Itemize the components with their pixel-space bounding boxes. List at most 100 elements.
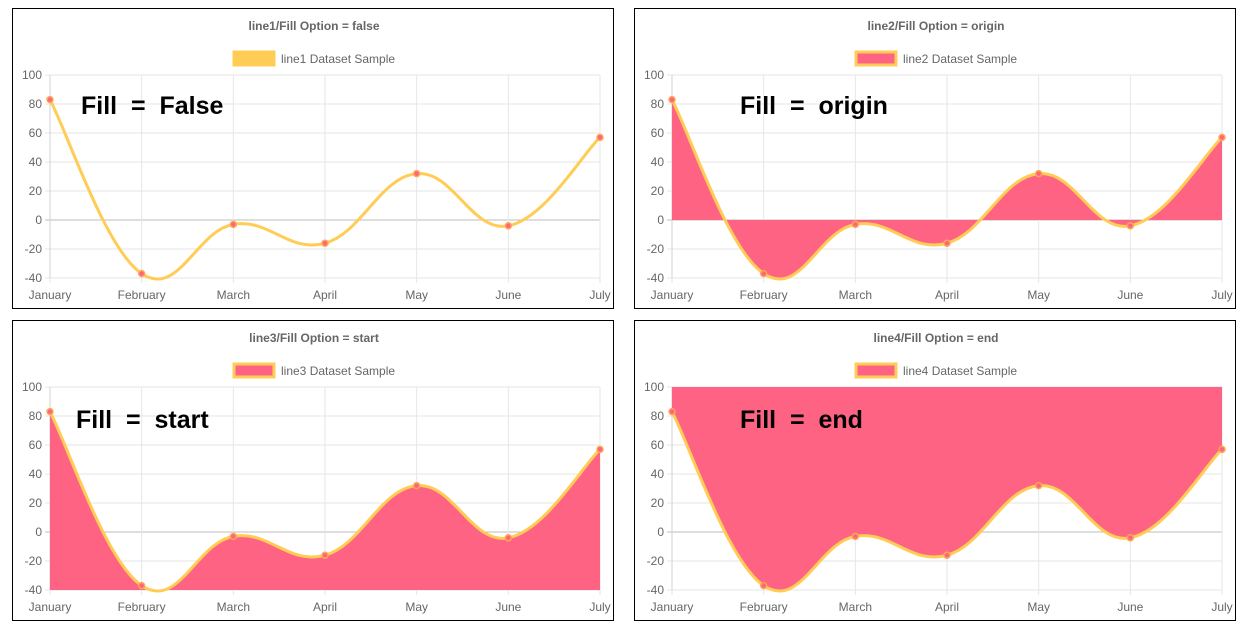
- data-point-march: [229, 220, 238, 229]
- y-tick-label: 40: [29, 467, 43, 481]
- y-tick-label: 0: [657, 525, 664, 539]
- chart-panel-line4: line4/Fill Option = end line4 Dataset Sam…: [634, 320, 1236, 621]
- chart-line2: line2/Fill Option = origin line2 Dataset …: [644, 19, 1233, 302]
- data-point-july: [1218, 133, 1226, 142]
- y-tick-label: 20: [29, 496, 43, 510]
- x-tick-label: February: [118, 600, 166, 614]
- data-point-april: [321, 239, 329, 247]
- x-tick-label: April: [313, 288, 337, 302]
- chart-line3: line3/Fill Option = start line3 Dataset S…: [22, 331, 611, 614]
- y-tick-label: 60: [651, 126, 665, 140]
- legend-label: line3 Dataset Sample: [281, 364, 395, 378]
- data-point-april: [943, 551, 951, 559]
- legend-swatch: [232, 50, 276, 67]
- data-point-february: [759, 269, 768, 278]
- data-point-june: [1126, 534, 1135, 542]
- data-point-march: [229, 532, 238, 541]
- legend-swatch: [854, 50, 898, 67]
- data-point-may: [1034, 169, 1043, 178]
- x-tick-label: July: [589, 600, 610, 614]
- x-tick-label: April: [935, 600, 959, 614]
- y-tick-label: -40: [647, 271, 665, 285]
- x-tick-label: April: [313, 600, 337, 614]
- data-point-july: [596, 445, 604, 454]
- fill-annotation: Fill = False: [81, 92, 224, 120]
- y-tick-label: 40: [29, 155, 43, 169]
- data-point-february: [137, 581, 146, 590]
- data-point-march: [851, 220, 860, 229]
- x-tick-label: April: [935, 288, 959, 302]
- x-tick-label: March: [217, 288, 250, 302]
- x-tick-label: June: [1117, 288, 1143, 302]
- y-tick-label: 60: [651, 438, 665, 452]
- y-tick-label: 80: [651, 97, 665, 111]
- data-point-july: [596, 133, 604, 142]
- data-point-june: [504, 222, 513, 230]
- x-tick-label: July: [1211, 600, 1232, 614]
- x-tick-label: March: [839, 288, 872, 302]
- y-tick-label: 100: [22, 380, 42, 394]
- data-point-january: [46, 407, 54, 416]
- data-point-april: [321, 551, 329, 559]
- chart-panel-line1: line1/Fill Option = false line1 Dataset S…: [12, 8, 614, 309]
- y-tick-label: 80: [651, 409, 665, 423]
- y-tick-label: 20: [29, 184, 43, 198]
- y-tick-label: -20: [647, 554, 665, 568]
- x-tick-label: February: [118, 288, 166, 302]
- series-fill-area: [50, 411, 600, 592]
- x-tick-label: January: [29, 288, 72, 302]
- x-tick-label: January: [651, 288, 694, 302]
- legend-label: line1 Dataset Sample: [281, 52, 395, 66]
- fill-annotation: Fill = end: [740, 406, 863, 434]
- chart-title: line4/Fill Option = end: [873, 331, 998, 345]
- y-tick-label: 60: [29, 438, 43, 452]
- data-point-february: [137, 269, 146, 278]
- y-tick-label: 0: [35, 213, 42, 227]
- fill-annotation: Fill = start: [76, 406, 209, 434]
- chart-panel-line2: line2/Fill Option = origin line2 Dataset …: [634, 8, 1236, 309]
- y-tick-label: 100: [644, 380, 664, 394]
- legend-label: line2 Dataset Sample: [903, 52, 1017, 66]
- data-point-june: [1126, 222, 1135, 230]
- y-tick-label: 80: [29, 97, 43, 111]
- x-tick-label: June: [495, 600, 521, 614]
- chart-panel-line3: line3/Fill Option = start line3 Dataset S…: [12, 320, 614, 621]
- x-tick-label: January: [651, 600, 694, 614]
- x-tick-label: March: [839, 600, 872, 614]
- y-tick-label: -20: [647, 242, 665, 256]
- x-tick-label: May: [405, 288, 428, 302]
- legend-swatch: [232, 362, 276, 379]
- data-point-may: [1034, 481, 1043, 490]
- data-point-january: [46, 95, 54, 104]
- y-tick-label: -40: [25, 271, 43, 285]
- series-fill-area: [672, 387, 1222, 592]
- x-tick-label: June: [1117, 600, 1143, 614]
- data-point-june: [504, 534, 513, 542]
- data-point-february: [759, 581, 768, 590]
- chart-line1: line1/Fill Option = false line1 Dataset S…: [22, 19, 611, 302]
- y-tick-label: 20: [651, 184, 665, 198]
- legend-label: line4 Dataset Sample: [903, 364, 1017, 378]
- series-fill-area: [672, 99, 1222, 280]
- data-point-may: [412, 169, 421, 178]
- data-point-april: [943, 239, 951, 247]
- y-tick-label: -20: [25, 242, 43, 256]
- y-tick-label: -40: [25, 583, 43, 597]
- x-tick-label: January: [29, 600, 72, 614]
- x-tick-label: February: [740, 600, 788, 614]
- y-tick-label: 80: [29, 409, 43, 423]
- y-tick-label: -20: [25, 554, 43, 568]
- x-tick-label: February: [740, 288, 788, 302]
- y-tick-label: -40: [647, 583, 665, 597]
- x-tick-label: June: [495, 288, 521, 302]
- y-tick-label: 60: [29, 126, 43, 140]
- chart-title: line3/Fill Option = start: [249, 331, 379, 345]
- x-tick-label: May: [1027, 600, 1050, 614]
- x-tick-label: July: [589, 288, 610, 302]
- x-tick-label: May: [405, 600, 428, 614]
- x-tick-label: July: [1211, 288, 1232, 302]
- legend-swatch: [854, 362, 898, 379]
- y-tick-label: 100: [22, 68, 42, 82]
- data-point-january: [668, 407, 676, 416]
- y-tick-label: 0: [657, 213, 664, 227]
